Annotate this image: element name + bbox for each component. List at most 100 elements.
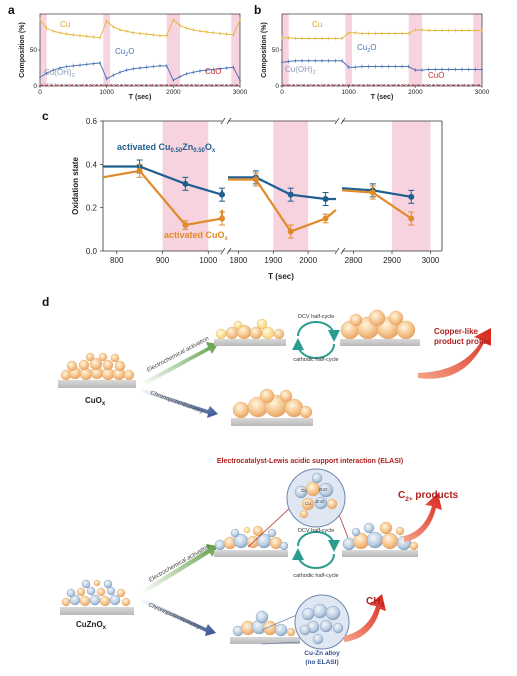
- chart-a-series-1-pt-7: [85, 63, 88, 66]
- chart-a-series-0-pt-22: [185, 27, 188, 30]
- chart-a-series-1-pt-12: [119, 71, 121, 74]
- chart-b-series-0-pt-22: [427, 29, 430, 32]
- cuzn-act2-particle-3: [381, 532, 399, 550]
- chart-a-ylabel: Composition (%): [19, 22, 26, 78]
- chart-b-series-0-pt-30: [481, 29, 483, 32]
- cuox-act1-particle-0: [215, 328, 227, 340]
- zoom-particle-7: [299, 509, 309, 519]
- chart-c: 800 900 1000 1800 1900 2000 2800 2900 3000 0.0 0.2…: [71, 117, 443, 281]
- cuzn-start-particle-0: [61, 597, 71, 607]
- chart-b-series-1-pt-20: [414, 69, 417, 72]
- ocv-text-2: OCV half-cycle: [298, 528, 335, 534]
- chart-a-series-0-pt-12: [119, 28, 121, 31]
- chart-a-series-0-pt-10: [105, 20, 108, 23]
- chart-b-xtick-label-0: 0: [280, 89, 284, 96]
- ch4-label: CH4: [366, 596, 384, 609]
- chart-a-series-0-pt-17: [152, 33, 155, 36]
- chart-a-series-0-pt-13: [125, 30, 128, 33]
- cuox-act1-particle-7: [256, 318, 268, 330]
- cuzn-act2-particle-7: [379, 521, 393, 535]
- chart-b-series-0-pt-8: [334, 37, 337, 40]
- chart-b: 0 1000 2000 3000 0 50 T (sec) Composition (%)…: [261, 13, 490, 101]
- zoom-inner-label-2: Cu: [305, 501, 311, 506]
- chart-a-series-1-pt-13: [125, 69, 128, 72]
- cuox-start-particle-9: [89, 357, 103, 371]
- chart-a-series-1-pt-29: [232, 66, 235, 69]
- chart-a-label-cuo: CuO: [205, 67, 221, 76]
- chart-a-series-0-pt-7: [85, 35, 88, 38]
- chart-b-series-1-pt-19: [407, 65, 410, 68]
- chart-a-series-1-pt-21: [179, 75, 181, 78]
- chart-b-series-0-pt-3: [301, 37, 303, 40]
- chart-a-shade-2: [166, 14, 180, 86]
- chart-a-series-1-pt-23: [192, 71, 195, 74]
- chart-c-series-1-pt-0: [136, 167, 143, 174]
- chart-c-break-2-0b: [340, 117, 346, 125]
- chart-c-series-0-pt-7: [408, 193, 415, 200]
- chart-a-series-1-pt-17: [152, 65, 155, 68]
- zoom-inner-label-0: Cu: [301, 488, 307, 493]
- chart-a-series-1-pt-10: [105, 77, 108, 80]
- chart-b-series-1-pt-30: [481, 68, 483, 71]
- chart-b-ytick-label-0: 0: [275, 83, 279, 90]
- chart-b-series-0-pt-23: [434, 29, 437, 32]
- cuzn-chrono-particle-3: [262, 620, 278, 636]
- chart-b-series-0-pt-10: [347, 31, 350, 34]
- elasi-title: Electrocatalyst-Lewis acidic support int…: [217, 458, 403, 465]
- chart-a-series-1-pt-8: [92, 62, 95, 65]
- cuox-label: CuOx: [85, 396, 106, 407]
- chart-a-series-0-pt-28: [225, 33, 228, 36]
- chart-c-break-1-0a: [220, 117, 226, 125]
- chart-c-legend-cuzn: activated Cu0.50Zn0.50Ox: [117, 142, 216, 154]
- chart-c-ylabel: Oxidation state: [71, 157, 80, 215]
- cycle-cuzn: OCV half-cycle cathodic half-cycle: [292, 528, 340, 579]
- chart-b-shade-0: [282, 14, 289, 86]
- cuox-chrono-particle-6: [279, 389, 293, 403]
- chart-c-shade-2-0: [392, 121, 431, 251]
- chart-b-ylabel: Composition (%): [261, 22, 268, 78]
- chart-b-series-0-pt-20: [414, 28, 417, 31]
- chart-a-series-1-pt-4: [65, 65, 68, 68]
- chart-a-series-1-pt-28: [225, 67, 228, 69]
- cuzn-start-particle-2: [79, 595, 91, 607]
- chart-b-series-1-pt-24: [441, 68, 443, 71]
- cathodic-text-2: cathodic half-cycle: [293, 573, 338, 579]
- chart-b-series-1-pt-21: [421, 69, 423, 72]
- chart-a-series-1-pt-0: [39, 76, 41, 79]
- chart-c-break-2-0a: [334, 117, 340, 125]
- chart-b-xtick-label-1: 1000: [341, 89, 356, 96]
- cuznox-start-substrate: [60, 607, 134, 615]
- chart-a-series-0-pt-3: [59, 31, 61, 34]
- chart-c-ytick-label-0: 0.0: [86, 247, 98, 256]
- chart-b-xtick-label-3: 3000: [475, 89, 490, 96]
- cuzn-start-particle-11: [106, 586, 116, 596]
- cuox-chrono-particle-0: [232, 401, 250, 419]
- chart-b-series-1-pt-3: [301, 59, 303, 62]
- chart-b-series-0-pt-12: [361, 32, 363, 35]
- chart-b-xlabel: T (sec): [371, 94, 394, 101]
- cuox-start-substrate: [58, 380, 136, 388]
- chart-c-series-0-pt-5: [322, 196, 329, 202]
- zoom-particle-3: [301, 497, 315, 511]
- chart-c-series-0-pt-1: [182, 180, 189, 187]
- chart-b-series-0-pt-4: [307, 37, 310, 40]
- cycle-cuox: OCV half-cycle cathodic half-cycle: [292, 314, 340, 363]
- chart-b-ytick-label-1: 50: [272, 47, 280, 54]
- cuzn-start-particle-8: [76, 587, 86, 597]
- activation-text-cuzn: Electrochemical activation: [148, 544, 212, 584]
- chart-b-series-1-pt-13: [367, 65, 370, 68]
- zoom-particle-5: [326, 498, 338, 510]
- chart-b-series-0-pt-14: [374, 32, 377, 35]
- chart-c-xtick-label-2-2: 3000: [422, 256, 440, 265]
- chart-b-shade-1: [345, 14, 352, 86]
- chart-a-label-cuoh2: Cu(OH)2: [44, 68, 75, 79]
- cuzn-chrono-particle-4: [274, 623, 288, 637]
- alloy-line1: Cu-Zn alloy: [304, 650, 340, 657]
- cuzn-chrono-substrate: [230, 637, 300, 644]
- chart-b-xtick-label-2: 2000: [408, 89, 423, 96]
- chart-a-xtick-label-1: 1000: [99, 89, 114, 96]
- cuox-act1-particle-6: [233, 320, 243, 330]
- cuzn-chrono-particle-6: [255, 610, 269, 624]
- chart-a-xtick-label-2: 2000: [166, 89, 181, 96]
- chart-b-series-0-pt-19: [407, 32, 410, 35]
